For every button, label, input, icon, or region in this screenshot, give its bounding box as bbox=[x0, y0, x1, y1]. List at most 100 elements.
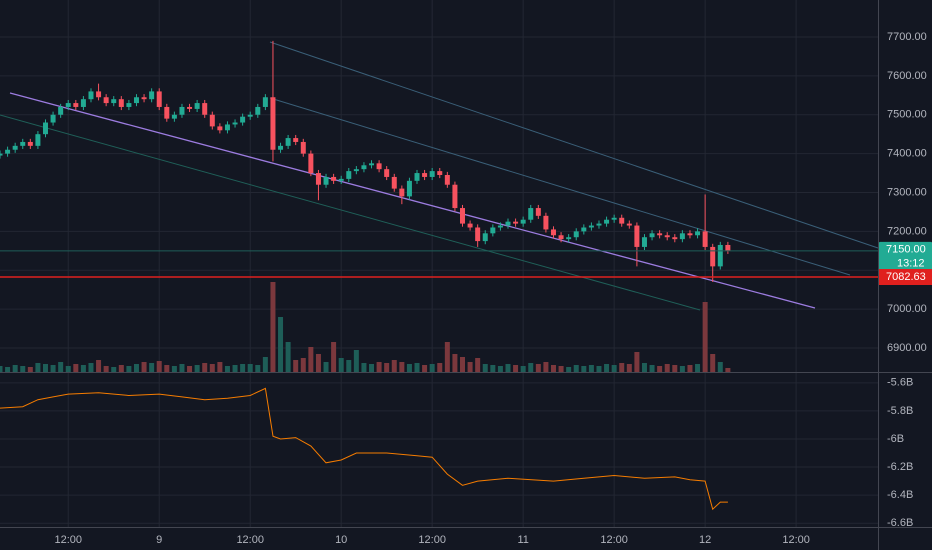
candle-body bbox=[710, 246, 716, 267]
volume-bar bbox=[391, 360, 397, 372]
volume-bar bbox=[710, 354, 716, 372]
volume-bar bbox=[369, 364, 375, 372]
volume-bar bbox=[460, 357, 466, 372]
volume-bar bbox=[308, 347, 314, 372]
volume-bar bbox=[285, 342, 291, 372]
candle-body bbox=[649, 233, 655, 238]
volume-bar bbox=[437, 363, 443, 372]
volume-bar bbox=[5, 367, 11, 372]
volume-bar bbox=[20, 366, 26, 372]
volume-bar bbox=[338, 358, 344, 372]
candle-body bbox=[717, 244, 723, 267]
volume-bar bbox=[262, 357, 268, 372]
candle-body bbox=[558, 235, 564, 240]
volume-bar bbox=[118, 365, 124, 372]
candle-body bbox=[361, 165, 367, 170]
y-tick-label: 7000.00 bbox=[887, 303, 927, 315]
candle-body bbox=[604, 219, 610, 224]
candle-body bbox=[224, 124, 230, 131]
x-tick-label: 12:00 bbox=[418, 534, 446, 546]
candle-body bbox=[5, 149, 11, 154]
candle-body bbox=[88, 91, 94, 100]
volume-bar bbox=[604, 364, 610, 372]
volume-bar bbox=[164, 365, 170, 372]
candle-body bbox=[573, 231, 579, 238]
candle-body bbox=[171, 114, 177, 119]
y-tick-label: -6.2B bbox=[887, 461, 913, 473]
volume-bar bbox=[452, 354, 458, 372]
volume-bar bbox=[649, 365, 655, 372]
volume-bar bbox=[361, 363, 367, 372]
volume-bar bbox=[679, 366, 685, 372]
volume-bar bbox=[566, 367, 572, 372]
candle-body bbox=[376, 163, 382, 170]
volume-bar bbox=[149, 363, 155, 372]
candle-body bbox=[657, 233, 663, 236]
candle-body bbox=[156, 91, 162, 107]
price-tag-label: 7150.00 bbox=[886, 244, 926, 256]
candle-body bbox=[672, 237, 678, 240]
volume-bar bbox=[209, 364, 215, 372]
volume-bar bbox=[278, 317, 284, 372]
volume-bar bbox=[194, 365, 200, 372]
volume-bar bbox=[664, 364, 670, 372]
volume-bar bbox=[657, 366, 663, 372]
candle-body bbox=[566, 237, 572, 240]
candle-body bbox=[118, 99, 124, 107]
volume-bar bbox=[444, 342, 450, 372]
candle-body bbox=[581, 227, 587, 232]
volume-bar bbox=[475, 358, 481, 372]
volume-bar bbox=[133, 364, 139, 372]
candle-body bbox=[353, 169, 359, 172]
volume-bar bbox=[497, 366, 503, 372]
candle-body bbox=[50, 114, 56, 123]
volume-bar bbox=[467, 362, 473, 372]
candle-body bbox=[619, 217, 625, 224]
candle-body bbox=[65, 103, 71, 107]
candle-body bbox=[202, 103, 208, 115]
candle-body bbox=[315, 173, 321, 185]
candle-body bbox=[399, 188, 405, 197]
volume-bar bbox=[573, 365, 579, 372]
volume-bar bbox=[331, 342, 337, 372]
volume-bar bbox=[422, 365, 428, 372]
x-tick-label: 12:00 bbox=[236, 534, 264, 546]
trend-line bbox=[9, 92, 816, 309]
volume-bar bbox=[626, 364, 632, 372]
candle-body bbox=[634, 225, 640, 247]
candle-body bbox=[80, 99, 86, 107]
volume-bar bbox=[581, 366, 587, 372]
candle-body bbox=[164, 106, 170, 119]
volume-bar bbox=[0, 366, 3, 372]
y-tick-label: 7300.00 bbox=[887, 186, 927, 198]
candle-body bbox=[255, 106, 261, 115]
candle-body bbox=[58, 106, 64, 115]
volume-bar bbox=[429, 364, 435, 372]
candle-body bbox=[111, 99, 117, 104]
candle-body bbox=[482, 233, 488, 242]
volume-bar bbox=[641, 363, 647, 372]
volume-bar bbox=[596, 366, 602, 372]
volume-bar bbox=[384, 363, 390, 372]
y-tick-label: 7500.00 bbox=[887, 109, 927, 121]
volume-bar bbox=[520, 366, 526, 372]
candle-body bbox=[467, 223, 473, 228]
volume-bar bbox=[141, 362, 147, 372]
volume-bar bbox=[232, 365, 238, 372]
volume-bar bbox=[376, 362, 382, 372]
candle-body bbox=[20, 141, 26, 146]
candle-body bbox=[133, 97, 139, 104]
volume-bar bbox=[88, 363, 94, 372]
candle-body bbox=[187, 106, 193, 109]
candle-body bbox=[460, 208, 466, 224]
volume-bar bbox=[111, 367, 117, 372]
candle-body bbox=[369, 163, 375, 166]
candle-body bbox=[588, 225, 594, 228]
candle-body bbox=[611, 217, 617, 220]
volume-bar bbox=[323, 362, 329, 372]
candle-body bbox=[641, 237, 647, 247]
candle-body bbox=[96, 91, 102, 98]
candle-body bbox=[452, 184, 458, 209]
volume bbox=[0, 282, 731, 372]
y-tick-label: 7200.00 bbox=[887, 225, 927, 237]
